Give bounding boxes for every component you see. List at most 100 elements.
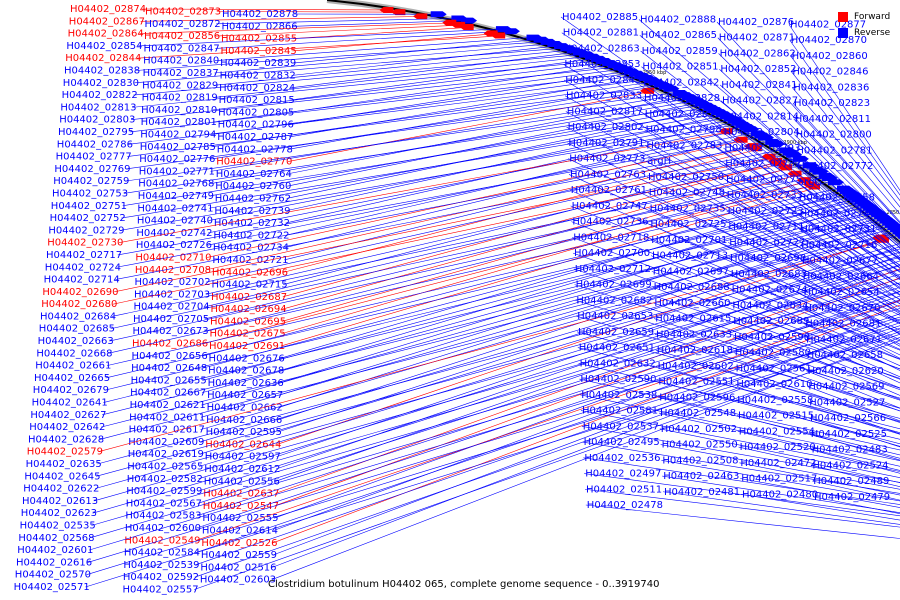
gene-label[interactable]: H04402_02571 <box>14 582 90 593</box>
gene-label[interactable]: H04402_02582 <box>127 474 203 485</box>
gene-label[interactable]: H04402_02661 <box>35 361 111 372</box>
gene-label[interactable]: H04402_02724 <box>45 262 121 273</box>
gene-label[interactable]: H04402_02658 <box>807 350 883 361</box>
gene-label[interactable]: H04402_02489 <box>813 476 889 487</box>
gene-label[interactable]: H04402_02768 <box>138 179 214 190</box>
gene-label[interactable]: H04402_02651 <box>579 343 655 354</box>
gene-label[interactable]: H04402_02713 <box>652 251 728 262</box>
gene-label[interactable]: H04402_02760 <box>215 181 291 192</box>
gene-label[interactable]: H04402_02725 <box>650 219 726 230</box>
gene-label[interactable]: H04402_02814 <box>723 111 799 122</box>
gene-label[interactable]: H04402_02596 <box>659 392 735 403</box>
gene-label[interactable]: H04402_02827 <box>722 96 798 107</box>
gene-label[interactable]: H04402_02547 <box>203 501 279 512</box>
gene-label[interactable]: H04402_02698 <box>730 253 806 264</box>
gene-feature[interactable] <box>430 11 447 18</box>
gene-label[interactable]: H04402_02538 <box>581 390 657 401</box>
gene-label[interactable]: H04402_02590 <box>580 374 656 385</box>
gene-label[interactable]: H04402_02703 <box>134 289 210 300</box>
gene-label[interactable]: H04402_02805 <box>218 107 294 118</box>
gene-label[interactable]: H04402_02832 <box>220 70 296 81</box>
gene-label[interactable]: H04402_02619 <box>128 449 204 460</box>
gene-label[interactable]: H04402_02844 <box>65 53 141 64</box>
gene-label[interactable]: H04402_02696 <box>212 267 288 278</box>
gene-label[interactable]: H04402_02731 <box>800 224 876 235</box>
gene-label[interactable]: H04402_02701 <box>651 235 727 246</box>
gene-label[interactable]: H04402_02705 <box>133 314 209 325</box>
gene-label[interactable]: H04402_02681 <box>805 319 881 330</box>
gene-label[interactable]: H04402_02864 <box>68 29 144 40</box>
gene-label[interactable]: H04402_02634 <box>732 300 808 311</box>
gene-label[interactable]: H04402_02567 <box>126 498 202 509</box>
gene-label[interactable]: H04402_02642 <box>29 422 105 433</box>
gene-label[interactable]: H04402_02762 <box>215 193 291 204</box>
gene-label[interactable]: H04402_02704 <box>133 302 209 313</box>
gene-label[interactable]: H04402_02686 <box>132 339 208 350</box>
gene-label[interactable]: H04402_02813 <box>60 102 136 113</box>
gene-label[interactable]: H04402_02772 <box>797 161 873 172</box>
gene-label[interactable]: H04402_02716 <box>801 240 877 251</box>
gene-label[interactable]: H04402_02842 <box>643 77 719 88</box>
gene-label[interactable]: H04402_02819 <box>142 93 218 104</box>
gene-label[interactable]: H04402_02656 <box>132 351 208 362</box>
gene-label[interactable]: H04402_02580 <box>735 348 811 359</box>
gene-label[interactable]: H04402_02548 <box>660 408 736 419</box>
gene-label[interactable]: H04402_02667 <box>130 388 206 399</box>
gene-label[interactable]: H04402_02810 <box>141 105 217 116</box>
gene-feature[interactable] <box>459 24 474 31</box>
gene-label[interactable]: H04402_02860 <box>792 51 868 62</box>
gene-label[interactable]: H04402_02478 <box>587 500 663 511</box>
gene-label[interactable]: H04402_02648 <box>131 363 207 374</box>
gene-label[interactable]: H04402_02786 <box>57 139 133 150</box>
gene-label[interactable]: H04402_02778 <box>217 144 293 155</box>
gene-label[interactable]: H04402_02812 <box>645 109 721 120</box>
gene-label[interactable]: H04402_02668 <box>36 348 112 359</box>
gene-label[interactable]: H04402_02678 <box>208 366 284 377</box>
gene-label[interactable]: argH <box>647 156 671 167</box>
gene-feature[interactable] <box>491 32 506 39</box>
gene-label[interactable]: H04402_02746 <box>800 208 876 219</box>
gene-label[interactable]: H04402_02598 <box>734 332 810 343</box>
gene-label[interactable]: H04402_02817 <box>567 106 643 117</box>
gene-label[interactable]: H04402_02524 <box>812 460 888 471</box>
gene-label[interactable]: H04402_02761 <box>571 185 647 196</box>
gene-label[interactable]: H04402_02717 <box>46 250 122 261</box>
gene-label[interactable]: H04402_02618 <box>657 345 733 356</box>
gene-label[interactable]: H04402_02601 <box>17 545 93 556</box>
gene-label[interactable]: H04402_02637 <box>203 489 279 500</box>
gene-label[interactable]: H04402_02655 <box>131 375 207 386</box>
gene-label[interactable]: H04402_02628 <box>28 434 104 445</box>
gene-label[interactable]: H04402_02621 <box>130 400 206 411</box>
gene-label[interactable]: H04402_02633 <box>656 329 732 340</box>
gene-label[interactable]: H04402_02481 <box>664 487 740 498</box>
gene-label[interactable]: H04402_02659 <box>578 327 654 338</box>
gene-label[interactable]: H04402_02878 <box>222 9 298 20</box>
gene-label[interactable]: H04402_02859 <box>642 46 718 57</box>
gene-label[interactable]: H04402_02595 <box>206 427 282 438</box>
gene-label[interactable]: H04402_02871 <box>719 33 795 44</box>
gene-label[interactable]: H04402_02551 <box>658 377 734 388</box>
gene-label[interactable]: H04402_02558 <box>737 395 813 406</box>
gene-label[interactable]: H04402_02710 <box>135 252 211 263</box>
gene-label[interactable]: H04402_02679 <box>33 385 109 396</box>
gene-label[interactable]: H04402_02559 <box>201 550 277 561</box>
gene-label[interactable]: H04402_02733 <box>727 190 803 201</box>
gene-label[interactable]: H04402_02752 <box>50 213 126 224</box>
gene-label[interactable]: H04402_02726 <box>136 240 212 251</box>
gene-label[interactable]: H04402_02670 <box>804 303 880 314</box>
gene-label[interactable]: H04402_02862 <box>720 48 796 59</box>
gene-label[interactable]: H04402_02554 <box>739 426 815 437</box>
gene-label[interactable]: H04402_02480 <box>742 489 818 500</box>
gene-label[interactable]: H04402_02645 <box>24 471 100 482</box>
gene-label[interactable]: H04402_02741 <box>137 203 213 214</box>
gene-label[interactable]: H04402_02714 <box>44 275 120 286</box>
gene-label[interactable]: argG <box>798 177 822 188</box>
gene-label[interactable]: H04402_02852 <box>720 64 796 75</box>
gene-label[interactable]: H04402_02662 <box>207 403 283 414</box>
gene-label[interactable]: H04402_02845 <box>221 46 297 57</box>
gene-label[interactable]: H04402_02697 <box>653 266 729 277</box>
gene-label[interactable]: H04402_02612 <box>204 464 280 475</box>
gene-label[interactable]: H04402_02833 <box>566 91 642 102</box>
gene-label[interactable]: H04402_02874 <box>70 4 146 15</box>
gene-label[interactable]: H04402_02729 <box>48 225 124 236</box>
